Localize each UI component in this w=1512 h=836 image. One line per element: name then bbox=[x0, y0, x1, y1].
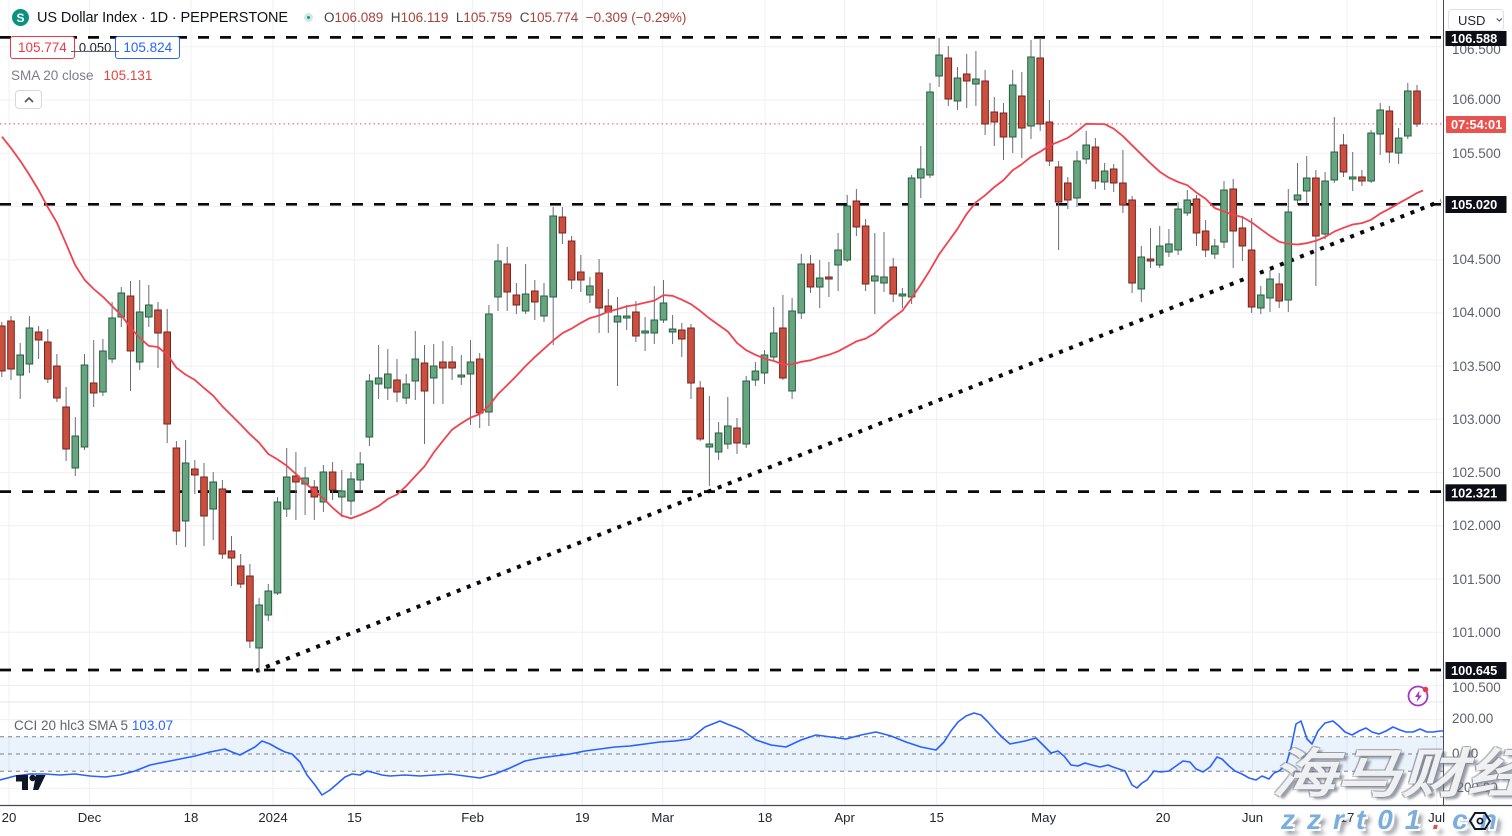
svg-text:102.500: 102.500 bbox=[1452, 465, 1501, 480]
svg-text:103.000: 103.000 bbox=[1452, 412, 1501, 427]
svg-text:CCI 20 hlc3 SMA 5 103.07: CCI 20 hlc3 SMA 5 103.07 bbox=[14, 718, 173, 733]
svg-text:106.588: 106.588 bbox=[1451, 31, 1497, 46]
svg-text:200.00: 200.00 bbox=[1452, 711, 1493, 726]
svg-text:105.020: 105.020 bbox=[1451, 197, 1497, 212]
svg-text:104.500: 104.500 bbox=[1452, 252, 1501, 267]
svg-text:106.000: 106.000 bbox=[1452, 92, 1501, 107]
svg-text:Feb: Feb bbox=[461, 810, 484, 825]
svg-text:15: 15 bbox=[929, 810, 944, 825]
svg-text:2024: 2024 bbox=[258, 810, 287, 825]
svg-text:-200.00: -200.00 bbox=[1452, 780, 1498, 795]
svg-text:Jun: Jun bbox=[1242, 810, 1263, 825]
svg-text:102.321: 102.321 bbox=[1451, 486, 1497, 501]
svg-text:18: 18 bbox=[184, 810, 199, 825]
svg-text:0.00: 0.00 bbox=[1452, 746, 1478, 761]
svg-text:102.000: 102.000 bbox=[1452, 518, 1501, 533]
svg-text:Jul: Jul bbox=[1428, 810, 1445, 825]
svg-text:18: 18 bbox=[758, 810, 773, 825]
svg-text:Dec: Dec bbox=[78, 810, 102, 825]
svg-text:103.500: 103.500 bbox=[1452, 359, 1501, 374]
svg-text:20: 20 bbox=[2, 810, 17, 825]
svg-text:19: 19 bbox=[575, 810, 590, 825]
svg-text:May: May bbox=[1031, 810, 1056, 825]
svg-text:Mar: Mar bbox=[651, 810, 674, 825]
svg-text:104.000: 104.000 bbox=[1452, 305, 1501, 320]
svg-text:17: 17 bbox=[1340, 810, 1355, 825]
svg-text:15: 15 bbox=[347, 810, 362, 825]
svg-text:100.645: 100.645 bbox=[1451, 663, 1497, 678]
svg-text:07:54:01: 07:54:01 bbox=[1451, 117, 1502, 132]
svg-text:105.500: 105.500 bbox=[1452, 146, 1501, 161]
svg-text:100.500: 100.500 bbox=[1452, 680, 1501, 695]
svg-text:101.500: 101.500 bbox=[1452, 572, 1501, 587]
svg-text:20: 20 bbox=[1156, 810, 1171, 825]
svg-text:Apr: Apr bbox=[834, 810, 855, 825]
svg-text:101.000: 101.000 bbox=[1452, 625, 1501, 640]
